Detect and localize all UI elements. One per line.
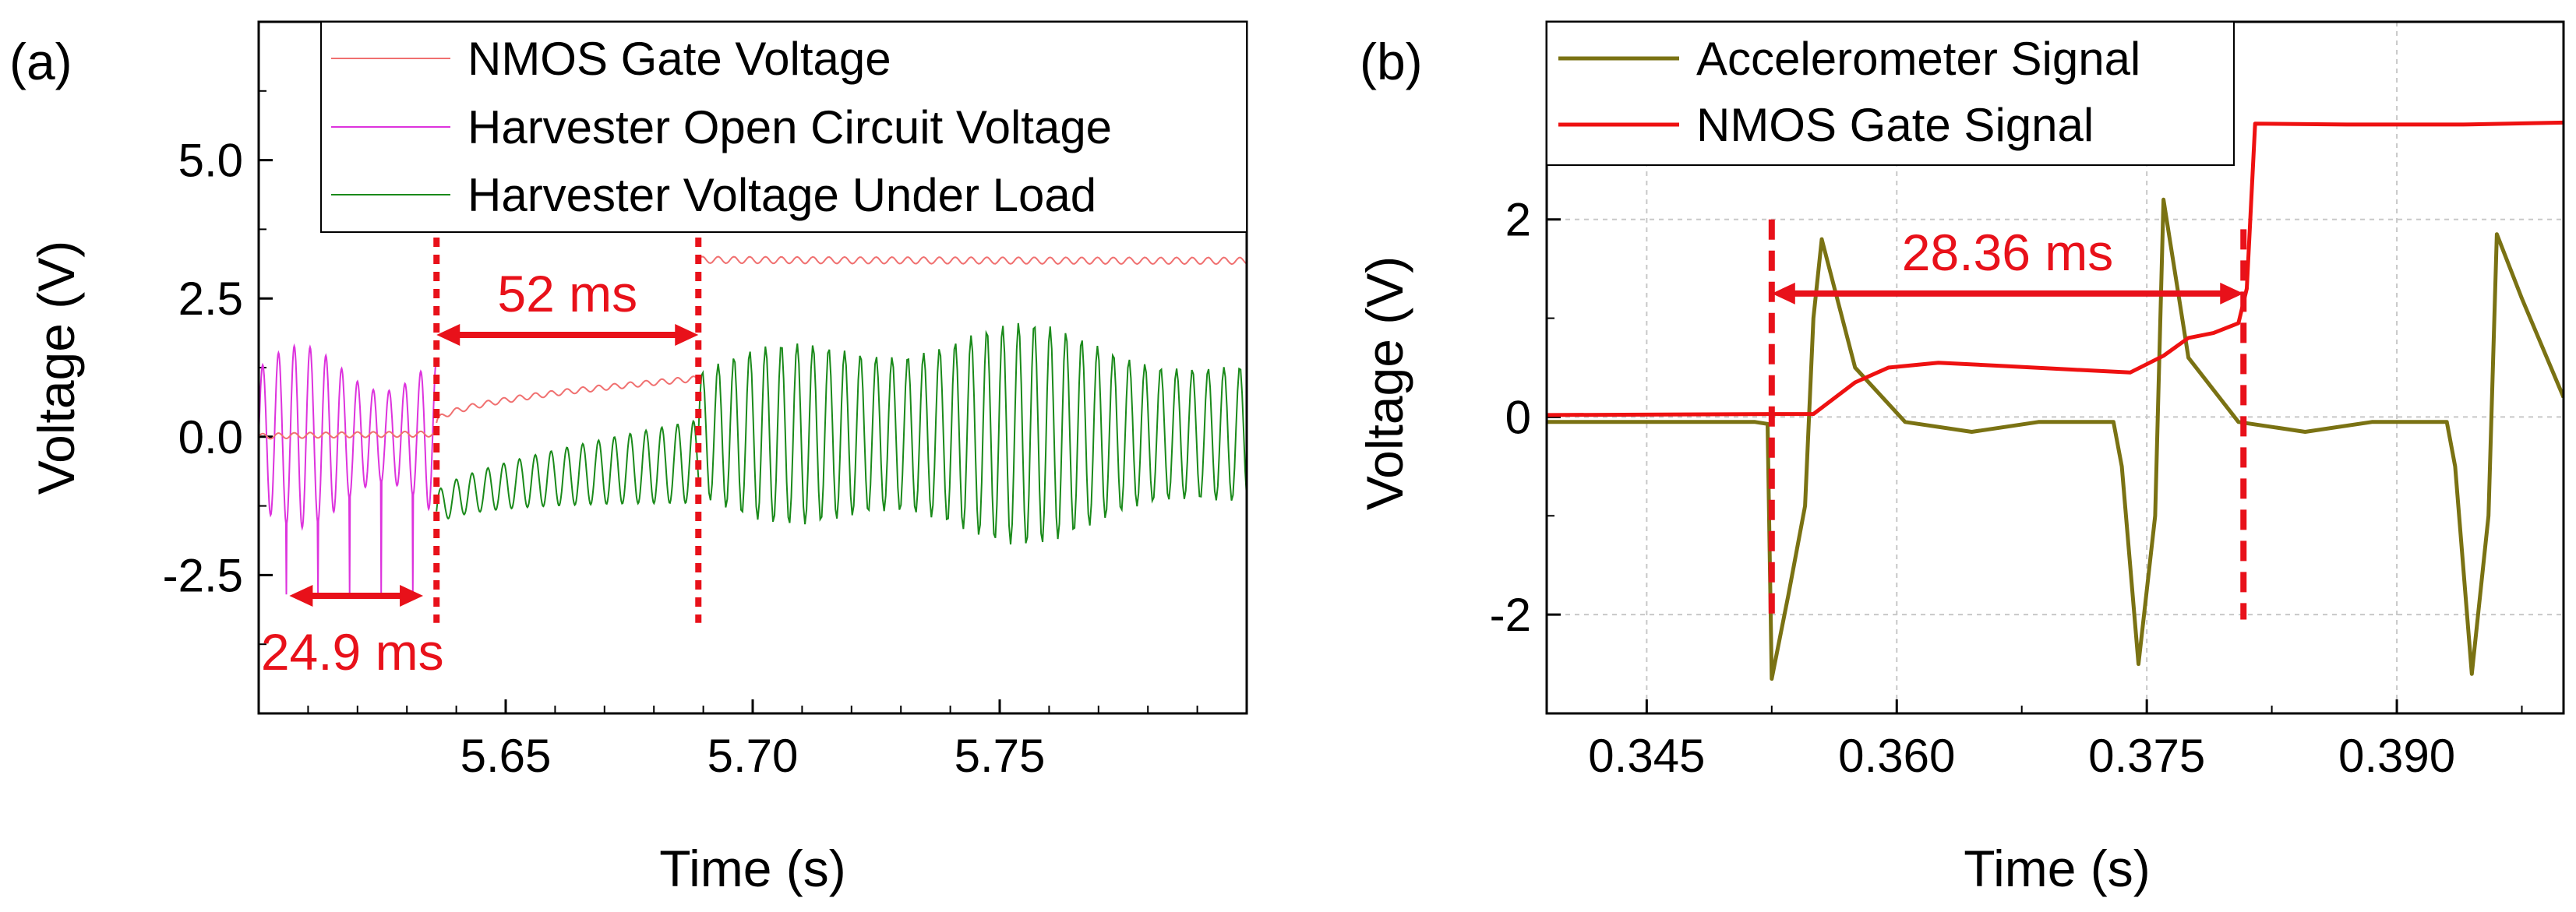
x-axis-title-a: Time (s) bbox=[659, 840, 846, 897]
annotations-b: 28.36 ms bbox=[1768, 219, 2247, 620]
annotation-24-9ms: 24.9 ms bbox=[261, 623, 444, 681]
delay-arrow-28-36ms-head-right bbox=[2220, 282, 2244, 305]
legend-a: NMOS Gate Voltage Harvester Open Circuit… bbox=[320, 21, 1247, 233]
ticks-b: 0.345 0.360 0.375 0.390 -2 0 2 bbox=[1490, 119, 2523, 782]
x-tick-label: 0.390 bbox=[2338, 730, 2455, 782]
y-tick-label: 2.5 bbox=[178, 273, 243, 325]
period-arrow-24-9ms-head-right bbox=[400, 585, 424, 607]
series-line-nmos-gate-signal bbox=[1547, 120, 2564, 417]
y-tick-label: -2 bbox=[1490, 589, 1531, 641]
series-a bbox=[259, 255, 1247, 595]
legend-b: Accelerometer Signal NMOS Gate Signal bbox=[1546, 21, 2235, 166]
legend-box-b bbox=[1546, 21, 2235, 166]
y-axis-title-b: Voltage (V) bbox=[1356, 256, 1413, 511]
y-tick-label: 0.0 bbox=[178, 411, 243, 463]
x-axis-title-b: Time (s) bbox=[1964, 840, 2151, 897]
series-b bbox=[1547, 120, 2564, 681]
legend-label-nmos-gate-signal: NMOS Gate Signal bbox=[1696, 99, 2094, 151]
y-tick-label: -2.5 bbox=[163, 549, 243, 601]
chart-panel-a: (a) Voltage (V) Time (s) 5.65 5.70 5.75 -2.… bbox=[9, 20, 1248, 897]
annotations-a: 52 ms 24.9 ms bbox=[261, 238, 702, 681]
x-tick-label: 5.70 bbox=[708, 730, 799, 782]
annotation-28-36ms: 28.36 ms bbox=[1902, 224, 2113, 281]
x-tick-label: 0.345 bbox=[1588, 730, 1705, 782]
legend-label-harvester-voltage-under-load: Harvester Voltage Under Load bbox=[468, 169, 1096, 221]
period-arrow-24-9ms-head-left bbox=[289, 585, 313, 607]
delay-arrow-52ms-head-right bbox=[675, 324, 699, 346]
series-line-harvester-open-circuit-voltage bbox=[259, 343, 438, 595]
y-tick-label: 2 bbox=[1505, 194, 1531, 246]
y-tick-label: 5.0 bbox=[178, 135, 243, 187]
legend-label-nmos-gate-voltage: NMOS Gate Voltage bbox=[468, 33, 891, 85]
delay-arrow-28-36ms-head-left bbox=[1771, 282, 1795, 305]
x-tick-label: 0.375 bbox=[2088, 730, 2205, 782]
annotation-52ms: 52 ms bbox=[497, 265, 637, 322]
series-line-accelerometer-signal bbox=[1547, 197, 2564, 681]
x-tick-label: 0.360 bbox=[1838, 730, 1955, 782]
x-tick-label: 5.75 bbox=[955, 730, 1046, 782]
chart-panel-b: (b) Voltage (V) Time (s) 0.345 0.360 0.375… bbox=[1356, 20, 2565, 897]
ticks-a: 5.65 5.70 5.75 -2.5 0.0 2.5 5.0 bbox=[163, 90, 1247, 782]
x-tick-label: 5.65 bbox=[461, 730, 552, 782]
legend-label-harvester-open-circuit-voltage: Harvester Open Circuit Voltage bbox=[468, 101, 1112, 153]
y-tick-label: 0 bbox=[1505, 391, 1531, 443]
y-axis-title-a: Voltage (V) bbox=[27, 241, 85, 495]
legend-box-a bbox=[320, 21, 1247, 233]
series-line-nmos-gate-voltage bbox=[259, 255, 1247, 440]
panel-label-a: (a) bbox=[9, 33, 72, 90]
series-line-harvester-voltage-under-load bbox=[436, 322, 1247, 545]
legend-label-accelerometer-signal: Accelerometer Signal bbox=[1696, 33, 2140, 85]
delay-arrow-52ms-head-left bbox=[436, 324, 461, 346]
panel-label-b: (b) bbox=[1360, 33, 1423, 90]
